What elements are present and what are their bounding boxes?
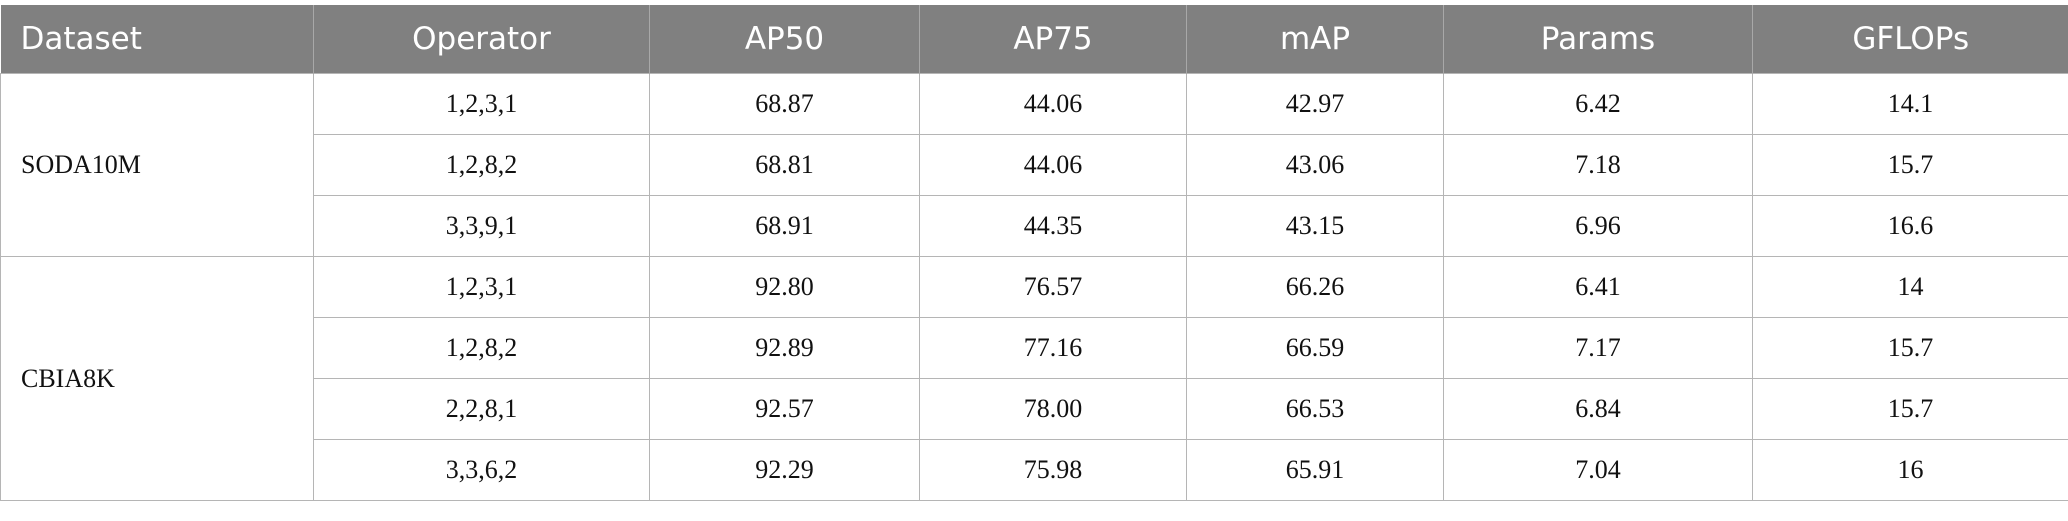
table-cell: 14.1 [1752,73,2068,135]
table-cell: 77.16 [919,317,1187,379]
table-cell: 15.7 [1752,134,2068,196]
table-cell: 44.06 [919,134,1187,196]
table-row: 2,2,8,1 92.57 78.00 66.53 6.84 15.7 [1,378,2068,440]
table-cell: 92.57 [649,378,920,440]
dataset-cell: CBIA8K [0,256,314,501]
table-cell: 1,2,3,1 [313,73,650,135]
table-row: 3,3,9,1 68.91 44.35 43.15 6.96 16.6 [1,195,2068,257]
table-cell: 44.35 [919,195,1187,257]
table-cell: 6.41 [1443,256,1753,318]
table-cell: 1,2,8,2 [313,134,650,196]
table-cell: 16 [1752,439,2068,501]
table-cell: 15.7 [1752,317,2068,379]
table-cell: 43.06 [1186,134,1444,196]
header-cell: Dataset [0,5,314,74]
table-cell: 68.87 [649,73,920,135]
header-cell: AP75 [919,5,1187,74]
table-row: 3,3,6,2 92.29 75.98 65.91 7.04 16 [1,439,2068,501]
table-row: CBIA8K 1,2,3,1 92.80 76.57 66.26 6.41 14 [0,256,2068,501]
header-cell: AP50 [649,5,920,74]
table-cell: 44.06 [919,73,1187,135]
table-cell: 14 [1752,256,2068,318]
data-table: Dataset Operator AP50 AP75 mAP Params GFLOPs S… [0,5,2068,501]
table-cell: 92.29 [649,439,920,501]
table-cell: 1,2,8,2 [313,317,650,379]
table-cell: 66.53 [1186,378,1444,440]
table-cell: 78.00 [919,378,1187,440]
table-cell: 6.84 [1443,378,1753,440]
header-cell: mAP [1186,5,1444,74]
table-cell: 16.6 [1752,195,2068,257]
table-cell: 43.15 [1186,195,1444,257]
table-row: SODA10M 1,2,3,1 68.87 44.06 42.97 6.42 14.1 [0,73,2068,257]
table-row: 1,2,8,2 92.89 77.16 66.59 7.17 15.7 [1,317,2068,379]
table-cell: 75.98 [919,439,1187,501]
table-body: SODA10M 1,2,3,1 68.87 44.06 42.97 6.42 14.1 1,2… [0,73,2068,501]
table-cell: 15.7 [1752,378,2068,440]
table-cell: 92.89 [649,317,920,379]
table-cell: 65.91 [1186,439,1444,501]
header-cell: GFLOPs [1752,5,2068,74]
table-cell: 3,3,9,1 [313,195,650,257]
table-cell: 66.59 [1186,317,1444,379]
table-cell: 7.18 [1443,134,1753,196]
table-cell: 76.57 [919,256,1187,318]
table-cell: 1,2,3,1 [313,256,650,318]
table-cell: 7.04 [1443,439,1753,501]
dataset-cell: SODA10M [0,73,314,257]
table-cell: 92.80 [649,256,920,318]
header-cell: Operator [313,5,650,74]
table-cell: 7.17 [1443,317,1753,379]
table-cell: 2,2,8,1 [313,378,650,440]
table-cell: 68.91 [649,195,920,257]
header-cell: Params [1443,5,1753,74]
table-cell: 6.96 [1443,195,1753,257]
table-cell: 3,3,6,2 [313,439,650,501]
table-cell: 68.81 [649,134,920,196]
table-cell: 6.42 [1443,73,1753,135]
table-cell: 66.26 [1186,256,1444,318]
header-row: Dataset Operator AP50 AP75 mAP Params GFLOPs [0,5,2068,74]
table-cell: 42.97 [1186,73,1444,135]
